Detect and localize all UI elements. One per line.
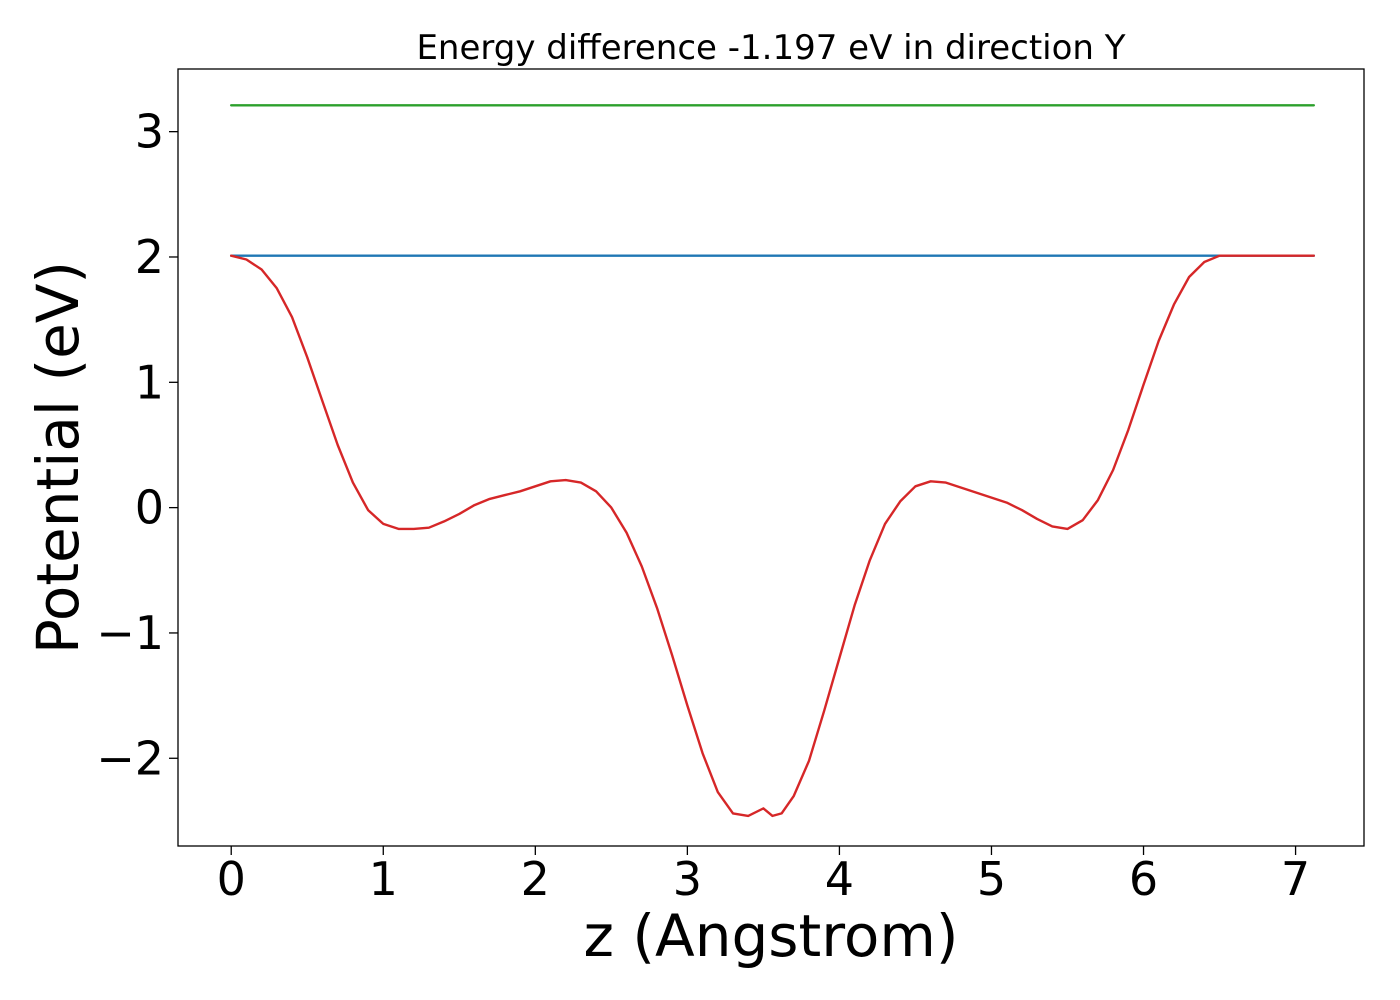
x-tick-label: 1 [369,852,398,906]
axes-frame [177,68,1365,847]
y-tick-label: 2 [135,230,164,284]
x-tick-label: 4 [825,852,854,906]
y-tick-label: −2 [96,731,164,785]
y-axis-title: Potential (eV) [24,261,92,654]
x-tick-label: 2 [521,852,550,906]
x-tick-label: 0 [217,852,246,906]
red-potential-curve [229,254,1316,818]
x-tick-label: 6 [1129,852,1158,906]
y-tick-label: 3 [135,105,164,159]
x-tick-label: 3 [673,852,702,906]
y-tick-label: 0 [135,481,164,535]
plot-area [229,104,1316,818]
chart-title: Energy difference -1.197 eV in direction… [416,28,1125,68]
x-tick-label: 7 [1281,852,1310,906]
y-tick-label: 1 [135,355,164,409]
axis-ticks: 0 1 2 3 4 5 6 7 −2 −1 0 1 2 3 [96,105,1310,906]
y-tick-label: −1 [96,606,164,660]
x-axis-title: z (Angstrom) [584,902,959,970]
x-tick-label: 5 [977,852,1006,906]
